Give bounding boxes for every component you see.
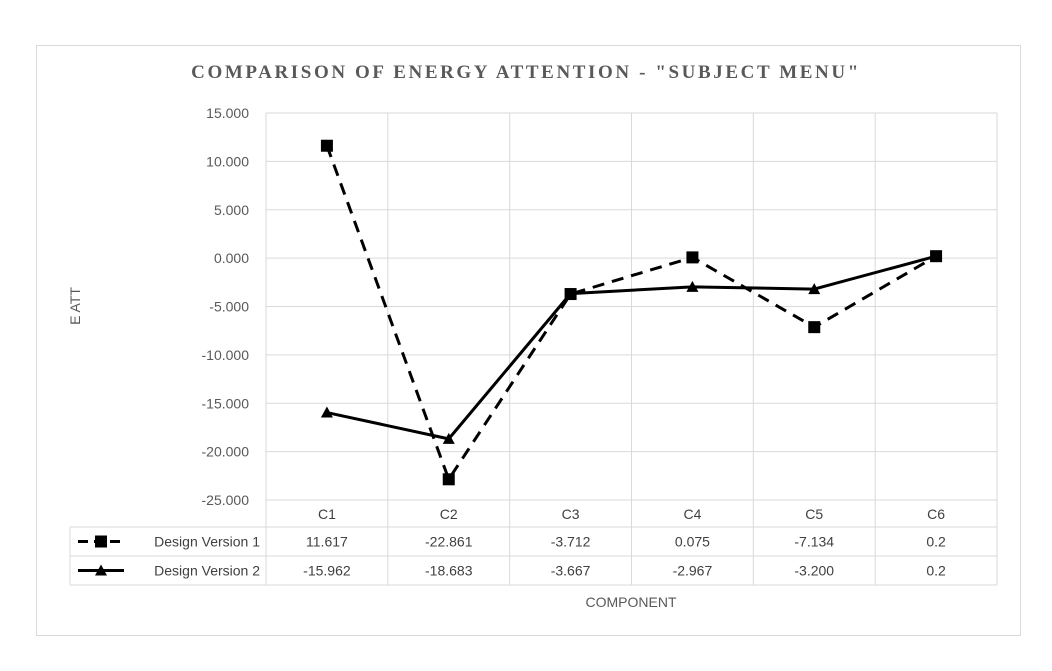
y-tick-label: 15.000 [206, 105, 249, 121]
y-tick-label: -20.000 [202, 444, 250, 460]
data-label: -18.683 [425, 563, 473, 579]
data-point-marker [320, 406, 333, 418]
y-tick-label: -5.000 [209, 299, 249, 315]
x-tick-label: C3 [562, 506, 580, 522]
data-label: -22.861 [425, 534, 473, 550]
y-tick-label: -25.000 [202, 492, 250, 508]
data-point-marker [930, 250, 943, 262]
data-label: 11.617 [306, 534, 348, 550]
series-layer [320, 139, 943, 486]
data-label: -15.962 [303, 563, 351, 579]
data-point-marker [808, 321, 821, 334]
data-point-marker [320, 139, 333, 152]
y-tick-label: 0.000 [214, 250, 249, 266]
data-label: -3.200 [794, 563, 834, 579]
x-tick-label: C1 [318, 506, 336, 522]
chart-frame [36, 45, 1021, 636]
data-label: -7.134 [794, 534, 834, 550]
data-point-marker [686, 280, 699, 292]
y-tick-label: -15.000 [202, 395, 250, 411]
data-label: -3.667 [551, 563, 591, 579]
data-label: 0.2 [926, 534, 946, 550]
data-label: 0.075 [675, 534, 710, 550]
x-tick-label: C6 [927, 506, 945, 522]
grid-layer [265, 112, 998, 501]
x-tick-label: C4 [683, 506, 701, 522]
data-label: 0.2 [926, 563, 946, 579]
data-label: -2.967 [673, 563, 713, 579]
legend-key-marker [95, 535, 107, 548]
data-table: C1 C2 C3 C4 C5 C6 Design Version 1 11.617 -22.86… [69, 500, 998, 586]
y-tick-label: -10.000 [202, 347, 250, 363]
x-tick-label: C5 [805, 506, 823, 522]
series-line [326, 254, 937, 441]
y-tick-label: 5.000 [214, 202, 249, 218]
legend-key-marker [95, 564, 107, 576]
legend-entry: Design Version 2 [154, 563, 260, 579]
data-point-marker [564, 287, 577, 299]
data-point-marker [442, 432, 455, 444]
legend-entry: Design Version 1 [154, 534, 260, 550]
y-tick-labels: 15.000 10.000 5.000 0.000 -5.000 -10.000 -15.0… [202, 105, 250, 508]
series-line [325, 145, 937, 481]
y-tick-label: 10.000 [206, 153, 249, 169]
x-axis-title: COMPONENT [586, 594, 677, 610]
data-point-marker [808, 283, 821, 295]
data-point-marker [442, 473, 455, 486]
data-point-marker [686, 251, 699, 264]
x-tick-label: C2 [440, 506, 458, 522]
data-label: -3.712 [551, 534, 591, 550]
y-axis-title: E ATT [67, 287, 83, 325]
chart-title: COMPARISON OF ENERGY ATTENTION - "SUBJEC… [191, 62, 861, 83]
